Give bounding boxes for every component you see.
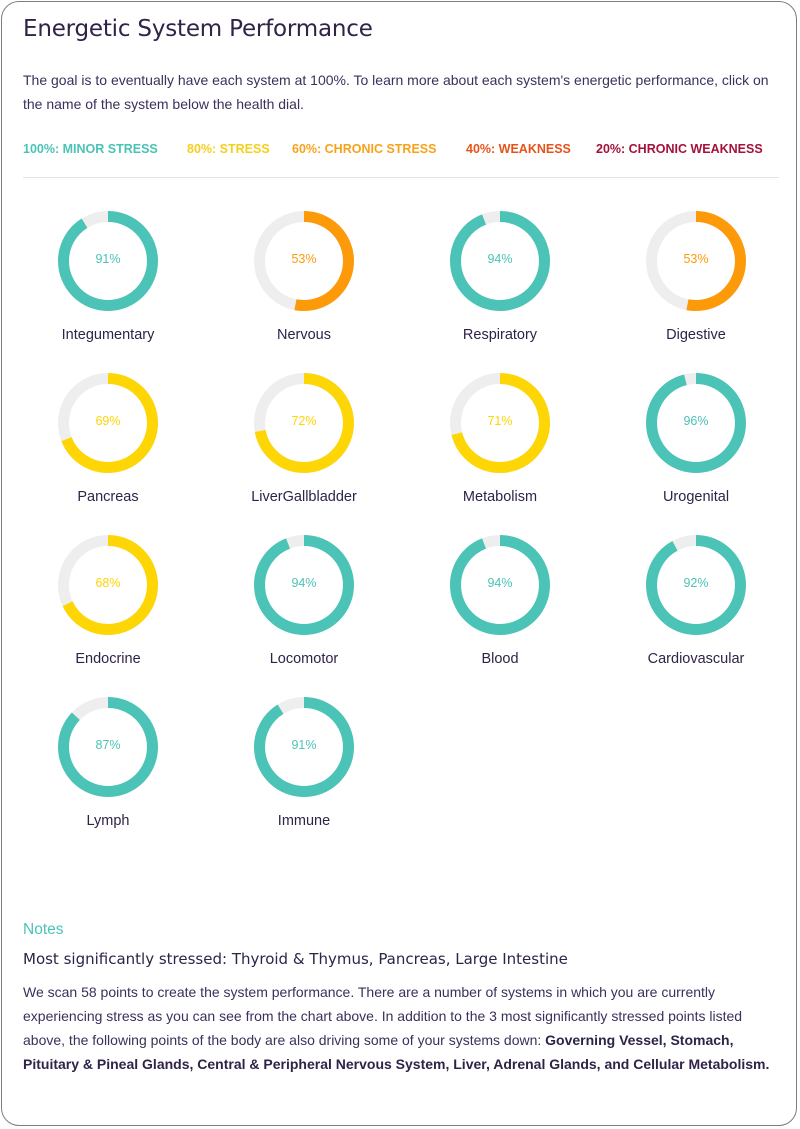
legend-stress: 80%: STRESS [187,142,270,156]
notes-subheading: Most significantly stressed: Thyroid & T… [23,950,568,968]
dial-arc [646,211,746,311]
health-dial [646,211,746,311]
dial-percent: 94% [487,252,513,266]
notes-heading: Notes [23,921,64,938]
system-link-lymph[interactable]: Lymph [86,813,130,829]
dial-metabolism: 71% Metabolism [420,373,580,523]
dial-arc [58,373,158,473]
page-title: Energetic System Performance [23,16,373,42]
legend-chronic-weakness: 20%: CHRONIC WEAKNESS [596,142,763,156]
dial-percent: 92% [683,576,709,590]
dial-percent: 87% [95,738,121,752]
dial-arc [254,211,354,311]
system-link-pancreas[interactable]: Pancreas [77,489,139,505]
dial-livergallbladder: 72% LiverGallbladder [224,373,384,523]
dial-digestive: 53% Digestive [616,211,776,361]
dial-percent: 72% [291,414,317,428]
system-link-nervous[interactable]: Nervous [277,327,331,343]
dial-endocrine: 68% Endocrine [28,535,188,685]
legend-chronic-stress: 60%: CHRONIC STRESS [292,142,437,156]
health-dial [58,535,158,635]
system-link-endocrine[interactable]: Endocrine [75,651,141,667]
dial-arc [646,535,746,635]
system-link-cardiovascular[interactable]: Cardiovascular [647,651,745,667]
dial-respiratory: 94% Respiratory [420,211,580,361]
intro-text: The goal is to eventually have each syst… [23,72,769,112]
dial-blood: 94% Blood [420,535,580,685]
system-link-livergallbladder[interactable]: LiverGallbladder [251,489,357,505]
health-dial [58,211,158,311]
system-link-locomotor[interactable]: Locomotor [269,651,339,667]
dial-arc [254,697,354,797]
system-link-integumentary[interactable]: Integumentary [61,327,155,343]
dial-arc [254,535,354,635]
health-dial [58,373,158,473]
divider [23,177,779,178]
legend-minor-stress: 100%: MINOR STRESS [23,142,158,156]
dial-percent: 94% [487,576,513,590]
notes-body-points: Governing Vessel, Stomach, Pituitary & P… [23,1032,770,1072]
health-dial [450,535,550,635]
health-dial-grid: 91% Integumentary 53% Nervous 94% Respiratory… [2,2,800,862]
health-dial [254,535,354,635]
dial-immune: 91% Immune [224,697,384,847]
system-link-digestive[interactable]: Digestive [666,327,726,343]
legend-weakness: 40%: WEAKNESS [466,142,571,156]
health-dial [646,535,746,635]
health-dial [450,211,550,311]
system-link-metabolism[interactable]: Metabolism [462,489,538,505]
dial-arc [58,535,158,635]
dial-percent: 91% [291,738,317,752]
health-dial [646,373,746,473]
dial-arc [450,211,550,311]
health-dial [450,373,550,473]
health-dial [254,697,354,797]
dial-percent: 94% [291,576,317,590]
notes-body-text: We scan 58 points to create the system p… [23,984,743,1048]
dial-arc [254,373,354,473]
dial-arc [450,535,550,635]
dial-urogenital: 96% Urogenital [616,373,776,523]
dial-percent: 91% [95,252,121,266]
system-link-blood[interactable]: Blood [481,651,519,667]
dial-nervous: 53% Nervous [224,211,384,361]
health-dial [58,697,158,797]
system-link-immune[interactable]: Immune [277,813,331,829]
system-link-urogenital[interactable]: Urogenital [662,489,730,505]
dial-percent: 71% [487,414,513,428]
notes-body: We scan 58 points to create the system p… [23,980,783,1076]
health-dial [254,373,354,473]
dial-integumentary: 91% Integumentary [28,211,188,361]
dial-percent: 96% [683,414,709,428]
dial-pancreas: 69% Pancreas [28,373,188,523]
dial-arc [646,373,746,473]
system-link-respiratory[interactable]: Respiratory [462,327,538,343]
dial-arc [450,373,550,473]
dial-arc [58,211,158,311]
dial-cardiovascular: 92% Cardiovascular [616,535,776,685]
dial-percent: 53% [683,252,709,266]
dial-percent: 53% [291,252,317,266]
dial-percent: 68% [95,576,121,590]
dial-percent: 69% [95,414,121,428]
dial-locomotor: 94% Locomotor [224,535,384,685]
dial-arc [58,697,158,797]
dial-lymph: 87% Lymph [28,697,188,847]
health-dial [254,211,354,311]
